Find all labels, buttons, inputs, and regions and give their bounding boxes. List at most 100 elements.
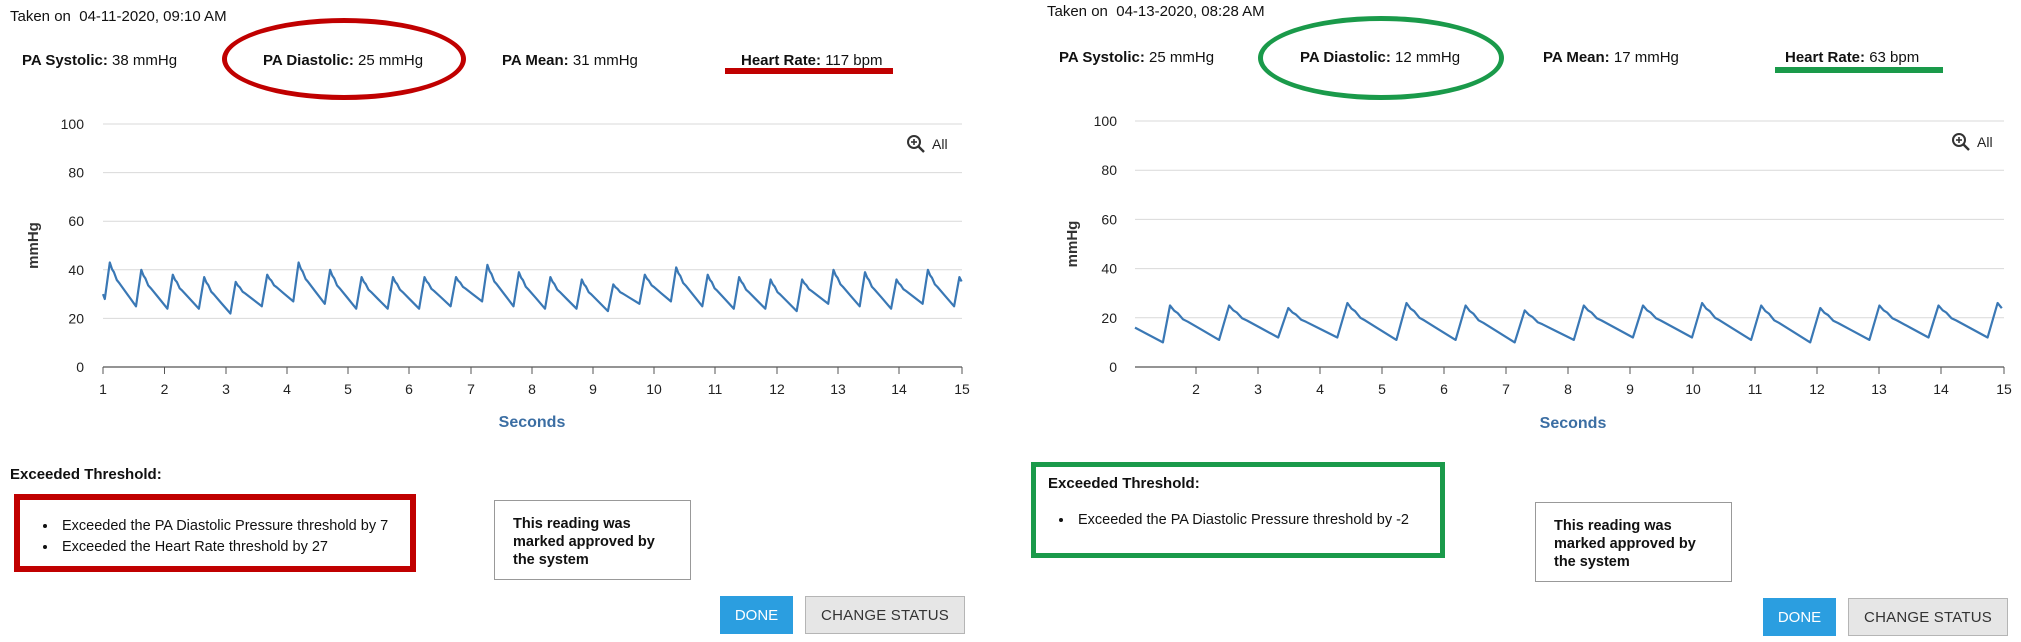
heart-rate: Heart Rate: 117 bpm [741, 52, 882, 69]
x-tick-label: 8 [1564, 381, 1572, 397]
y-axis-title: mmHg [25, 222, 42, 269]
diastolic-highlight-ellipse [1258, 16, 1504, 100]
y-tick-label: 80 [68, 165, 84, 181]
y-tick-label: 100 [61, 116, 85, 132]
heart-rate: Heart Rate: 63 bpm [1785, 49, 1919, 66]
x-tick-label: 6 [405, 381, 413, 397]
x-tick-label: 14 [891, 381, 907, 397]
pressure-waveform-line [1134, 301, 2003, 344]
pressure-waveform-line [101, 261, 963, 315]
x-tick-label: 6 [1440, 381, 1448, 397]
x-tick-label: 3 [1254, 381, 1262, 397]
taken-on-label: Taken on [10, 8, 71, 25]
x-tick-label: 3 [222, 381, 230, 397]
y-tick-label: 40 [1101, 261, 1117, 277]
x-tick-label: 12 [769, 381, 785, 397]
zoom-all-label: All [932, 136, 948, 152]
heart-rate-value: 63 bpm [1869, 49, 1920, 66]
taken-on-value: 04-13-2020, 08:28 AM [1116, 3, 1265, 20]
pa-systolic: PA Systolic: 25 mmHg [1059, 49, 1214, 66]
threshold-item: Exceeded the PA Diastolic Pressure thres… [58, 516, 410, 537]
y-axis-title: mmHg [1064, 221, 1081, 268]
y-tick-label: 60 [1101, 211, 1117, 227]
change-status-button[interactable]: CHANGE STATUS [805, 596, 965, 634]
exceeded-threshold-title: Exceeded Threshold: [10, 466, 162, 483]
threshold-list: Exceeded the PA Diastolic Pressure thres… [1036, 510, 1440, 531]
pa-mean-label: PA Mean: [502, 52, 569, 69]
zoom-icon [907, 135, 925, 153]
taken-on-text: Taken on 04-11-2020, 09:10 AM [10, 8, 227, 25]
exceeded-threshold-box: Exceeded the PA Diastolic Pressure thres… [14, 494, 416, 572]
x-tick-label: 1 [99, 381, 107, 397]
x-tick-label: 10 [1685, 381, 1701, 397]
pa-systolic-value: 25 mmHg [1149, 49, 1215, 66]
y-tick-label: 20 [68, 310, 84, 326]
y-tick-label: 60 [68, 213, 84, 229]
x-tick-label: 5 [344, 381, 352, 397]
x-tick-label: 4 [1316, 381, 1324, 397]
x-tick-label: 10 [646, 381, 662, 397]
y-tick-label: 80 [1101, 162, 1117, 178]
zoom-all-label: All [1977, 134, 1993, 150]
pa-diastolic-value: 25 mmHg [358, 52, 424, 69]
pa-diastolic: PA Diastolic: 12 mmHg [1300, 49, 1460, 66]
reading-panel-right: Taken on 04-13-2020, 08:28 AM PA Systoli… [1031, 0, 2021, 642]
x-tick-label: 4 [283, 381, 291, 397]
x-tick-label: 8 [528, 381, 536, 397]
zoom-icon [1952, 133, 1970, 151]
x-tick-label: 13 [830, 381, 846, 397]
done-button[interactable]: DONE [1763, 598, 1836, 636]
pressure-waveform-chart-right: 0 20 40 60 80 100 2 3 4 5 6 7 8 9 10 11 12 13 14 15 mmHg Seco… [1064, 113, 2012, 432]
x-tick-label: 11 [1748, 381, 1763, 397]
heart-rate-label: Heart Rate: [1785, 49, 1866, 66]
taken-on-value: 04-11-2020, 09:10 AM [79, 8, 227, 25]
pa-systolic-label: PA Systolic: [1059, 49, 1145, 66]
reading-panel-left: Taken on 04-11-2020, 09:10 AM PA Systoli… [0, 0, 1005, 642]
threshold-item: Exceeded the Heart Rate threshold by 27 [58, 537, 410, 558]
heart-rate-highlight-bar [1775, 67, 1943, 73]
x-axis-title: Seconds [1540, 415, 1607, 432]
zoom-all-control[interactable]: All [1951, 132, 1993, 152]
heart-rate-value: 117 bpm [825, 52, 883, 69]
x-tick-label: 2 [161, 381, 169, 397]
taken-on-label: Taken on [1047, 3, 1108, 20]
heart-rate-label: Heart Rate: [741, 52, 822, 69]
x-tick-label: 2 [1192, 381, 1200, 397]
x-tick-label: 11 [708, 381, 723, 397]
x-tick-label: 15 [1996, 381, 2012, 397]
x-tick-label: 15 [954, 381, 970, 397]
pa-diastolic-value: 12 mmHg [1395, 49, 1461, 66]
heart-rate-highlight-bar [725, 68, 893, 74]
threshold-list: Exceeded the PA Diastolic Pressure thres… [20, 516, 410, 558]
y-tick-label: 100 [1094, 113, 1118, 129]
x-tick-label: 7 [467, 381, 475, 397]
zoom-all-control[interactable]: All [906, 134, 948, 154]
pa-systolic-value: 38 mmHg [112, 52, 178, 69]
y-tick-label: 40 [68, 262, 84, 278]
pa-mean-value: 17 mmHg [1613, 49, 1679, 66]
change-status-button[interactable]: CHANGE STATUS [1848, 598, 2008, 636]
x-tick-label: 9 [1626, 381, 1634, 397]
approved-status-box: This reading was marked approved by the … [1535, 502, 1732, 582]
x-tick-label: 7 [1502, 381, 1510, 397]
pa-mean-value: 31 mmHg [572, 52, 638, 69]
x-tick-label: 12 [1809, 381, 1825, 397]
y-tick-label: 20 [1101, 310, 1117, 326]
pa-diastolic: PA Diastolic: 25 mmHg [263, 52, 423, 69]
pa-systolic: PA Systolic: 38 mmHg [22, 52, 177, 69]
x-tick-label: 5 [1378, 381, 1386, 397]
approved-status-box: This reading was marked approved by the … [494, 500, 691, 580]
pa-diastolic-label: PA Diastolic: [263, 52, 354, 69]
x-tick-label: 9 [589, 381, 597, 397]
pa-diastolic-label: PA Diastolic: [1300, 49, 1391, 66]
exceeded-threshold-title: Exceeded Threshold: [1048, 475, 1200, 492]
x-tick-label: 14 [1933, 381, 1949, 397]
y-tick-label: 0 [76, 359, 84, 375]
exceeded-threshold-box: Exceeded Threshold: Exceeded the PA Dias… [1031, 462, 1445, 558]
pa-systolic-label: PA Systolic: [22, 52, 108, 69]
pa-mean-label: PA Mean: [1543, 49, 1610, 66]
diastolic-highlight-ellipse [222, 18, 466, 100]
done-button[interactable]: DONE [720, 596, 793, 634]
x-tick-label: 13 [1871, 381, 1887, 397]
